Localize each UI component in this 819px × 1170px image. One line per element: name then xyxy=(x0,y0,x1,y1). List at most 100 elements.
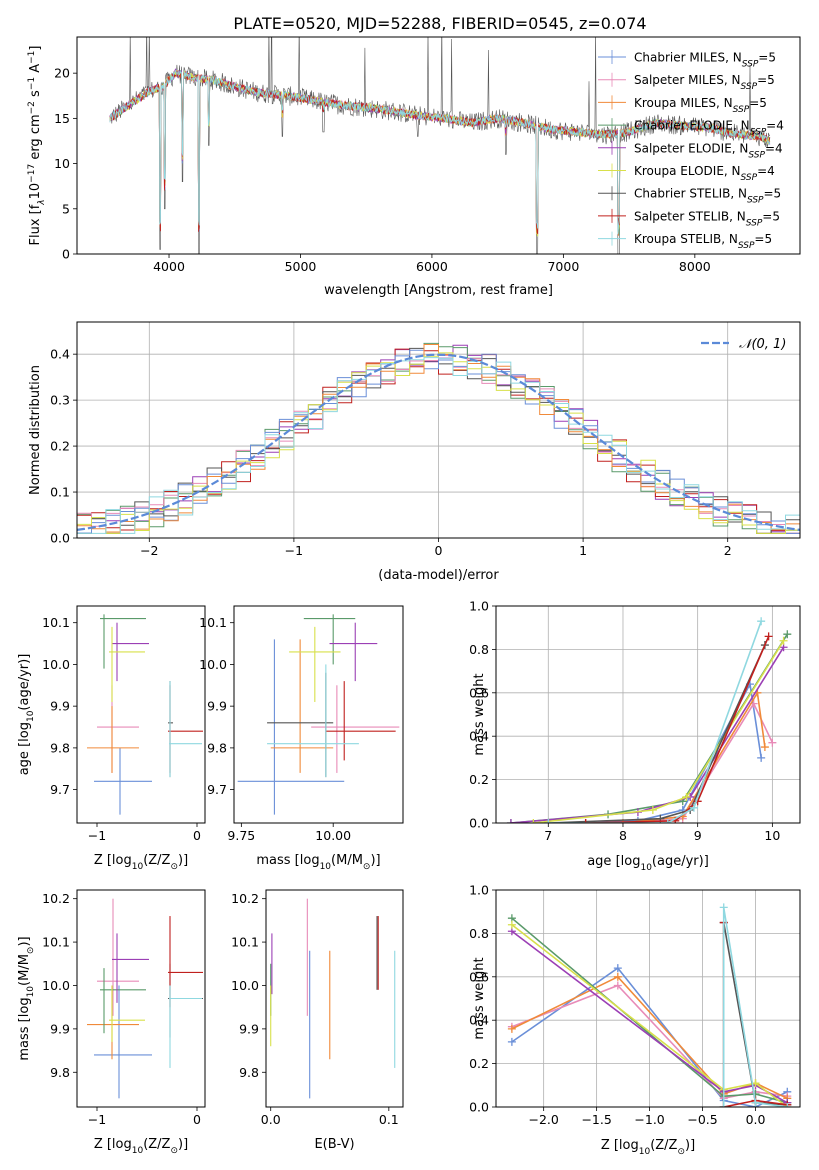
weight-series-1 xyxy=(585,701,774,823)
y-tick-label: 0 xyxy=(62,247,70,262)
y-tick-label: 9.9 xyxy=(207,699,227,714)
weight-marker-8 xyxy=(689,803,698,812)
x-tick-label: 7 xyxy=(544,828,552,843)
y-tick-label: 0.6 xyxy=(469,685,489,700)
weight_vs_age-ylabel: mass weight xyxy=(472,673,487,755)
weight-marker-1 xyxy=(613,981,622,990)
y-tick-label: 9.9 xyxy=(50,699,70,714)
legend-label-4: Salpeter ELODIE, NSSP=4 xyxy=(634,141,783,160)
mass_vs_Z-axes: −1 0 9.8 9.9 10.0 10.1 10.2 xyxy=(42,891,201,1127)
age_vs_Z-ylabel: age [log10(age/yr)] xyxy=(17,654,36,776)
age_vs_mass-xlabel: mass [log10(M/M⊙)] xyxy=(256,853,380,872)
histogram-series-5 xyxy=(77,352,800,534)
y-tick-label: 0.1 xyxy=(50,485,70,500)
histogram-lines xyxy=(77,342,800,534)
residuals-ylabel: Normed distribution xyxy=(28,365,43,495)
y-tick-label: 9.9 xyxy=(239,1021,259,1036)
mass_vs_ebv-xlabel: E(B-V) xyxy=(314,1137,354,1152)
spectrum-lines xyxy=(109,37,771,254)
histogram-series-7 xyxy=(77,348,800,534)
y-tick-label: 0.8 xyxy=(469,642,489,657)
weight_vs_age-xlabel: age [log10(age/yr)] xyxy=(587,854,709,873)
weight-series-5 xyxy=(511,924,788,1107)
mass_vs_Z-errorbars xyxy=(87,898,203,1099)
spectrum-axes: 4000 5000 6000 7000 8000 0 5 10 15 20 xyxy=(54,66,711,274)
weight-marker-8 xyxy=(663,819,672,823)
x-tick-label: 0 xyxy=(193,828,201,843)
x-tick-label: 0.0 xyxy=(746,1112,766,1127)
x-tick-label: 2 xyxy=(724,543,732,558)
y-tick-label: 1.0 xyxy=(469,883,489,898)
legend-label-5: Kroupa ELODIE, NSSP=4 xyxy=(634,164,775,183)
weight-marker-7 xyxy=(581,819,590,823)
y-tick-label: 0.4 xyxy=(50,347,70,362)
x-tick-label: 0 xyxy=(435,543,443,558)
weight-marker-8 xyxy=(757,617,766,626)
y-tick-label: 9.8 xyxy=(207,740,227,755)
y-tick-label: 10.0 xyxy=(42,978,70,993)
y-tick-label: 0.0 xyxy=(469,816,489,831)
weight_vs_Z-ylabel: mass weight xyxy=(472,957,487,1039)
x-tick-label: 10 xyxy=(764,828,780,843)
weight_vs_Z-frame xyxy=(495,889,801,1108)
weight_vs_age-frame xyxy=(495,605,801,824)
x-tick-label: −1 xyxy=(285,543,303,558)
histogram-legend-label: 𝒩(0, 1) xyxy=(739,337,786,352)
age_vs_Z-frame xyxy=(76,605,206,824)
mass_vs_ebv-axes: 0.0 0.1 9.8 9.9 10.0 10.1 10.2 xyxy=(231,891,399,1127)
weight-marker-5 xyxy=(507,920,516,929)
y-tick-label: 0.4 xyxy=(469,1013,489,1028)
y-tick-label: 10.0 xyxy=(42,657,70,672)
x-tick-label: 7000 xyxy=(547,259,579,274)
y-tick-label: 0.2 xyxy=(50,439,70,454)
y-tick-label: 0.8 xyxy=(469,926,489,941)
legend-label-2: Kroupa MILES, NSSP=5 xyxy=(634,96,767,115)
spectrum-frame xyxy=(76,36,801,255)
spectrum-xlabel: wavelength [Angstrom, rest frame] xyxy=(324,283,553,298)
y-tick-label: 10.2 xyxy=(231,891,259,906)
weight-marker-5 xyxy=(682,792,691,801)
legend-label-1: Salpeter MILES, NSSP=5 xyxy=(634,73,775,92)
y-tick-label: 0.3 xyxy=(50,393,70,408)
y-tick-label: 10.1 xyxy=(42,615,70,630)
x-tick-label: 8 xyxy=(619,828,627,843)
weight_vs_age-lines xyxy=(506,617,792,823)
x-tick-label: −2 xyxy=(140,543,158,558)
y-tick-label: 0.2 xyxy=(469,1056,489,1071)
spectrum-ylabel: Flux [fλ10−17 erg cm−2 s−1 A−1] xyxy=(27,46,47,246)
age_vs_Z-xlabel: Z [log10(Z/Z⊙)] xyxy=(94,853,188,872)
age_vs_mass-frame xyxy=(233,605,404,824)
weight_vs_age-axes: 7 8 9 10 0.0 0.2 0.4 0.6 0.8 1.0 xyxy=(469,599,800,843)
legend-label-7: Salpeter STELIB, NSSP=5 xyxy=(634,209,780,228)
residuals-frame xyxy=(76,321,801,539)
weight_vs_Z-lines xyxy=(507,903,792,1107)
x-tick-label: 4000 xyxy=(153,259,185,274)
weight-marker-8 xyxy=(719,903,728,912)
weight-series-7 xyxy=(585,636,770,823)
weight-marker-2 xyxy=(613,972,622,981)
x-tick-label: 6000 xyxy=(416,259,448,274)
weight-marker-5 xyxy=(648,805,657,814)
x-tick-label: −1.0 xyxy=(634,1112,664,1127)
x-tick-label: 0.0 xyxy=(261,1112,281,1127)
spectrum-series-8 xyxy=(109,69,771,235)
age_vs_Z-errorbars xyxy=(87,614,203,815)
y-tick-label: 10.0 xyxy=(199,657,227,672)
weight-series-4 xyxy=(511,930,788,1104)
figure-title: PLATE=0520, MJD=52288, FIBERID=0545, z=0… xyxy=(233,14,646,33)
y-tick-label: 9.8 xyxy=(50,740,70,755)
weight-marker-5 xyxy=(779,636,788,645)
y-tick-label: 1.0 xyxy=(469,599,489,614)
y-tick-label: 15 xyxy=(54,111,70,126)
weight-marker-4 xyxy=(506,819,515,823)
mass_vs_ebv-errorbars xyxy=(270,898,396,1099)
weight-marker-0 xyxy=(613,964,622,973)
y-tick-label: 0.0 xyxy=(50,531,70,546)
y-tick-label: 0.6 xyxy=(469,969,489,984)
x-tick-label: 9.75 xyxy=(227,828,255,843)
x-tick-label: −2.0 xyxy=(528,1112,558,1127)
mass_vs_Z-ylabel: mass [log10(M/M⊙)] xyxy=(17,936,36,1060)
x-tick-label: 0.1 xyxy=(379,1112,399,1127)
weight-marker-2 xyxy=(507,1024,516,1033)
